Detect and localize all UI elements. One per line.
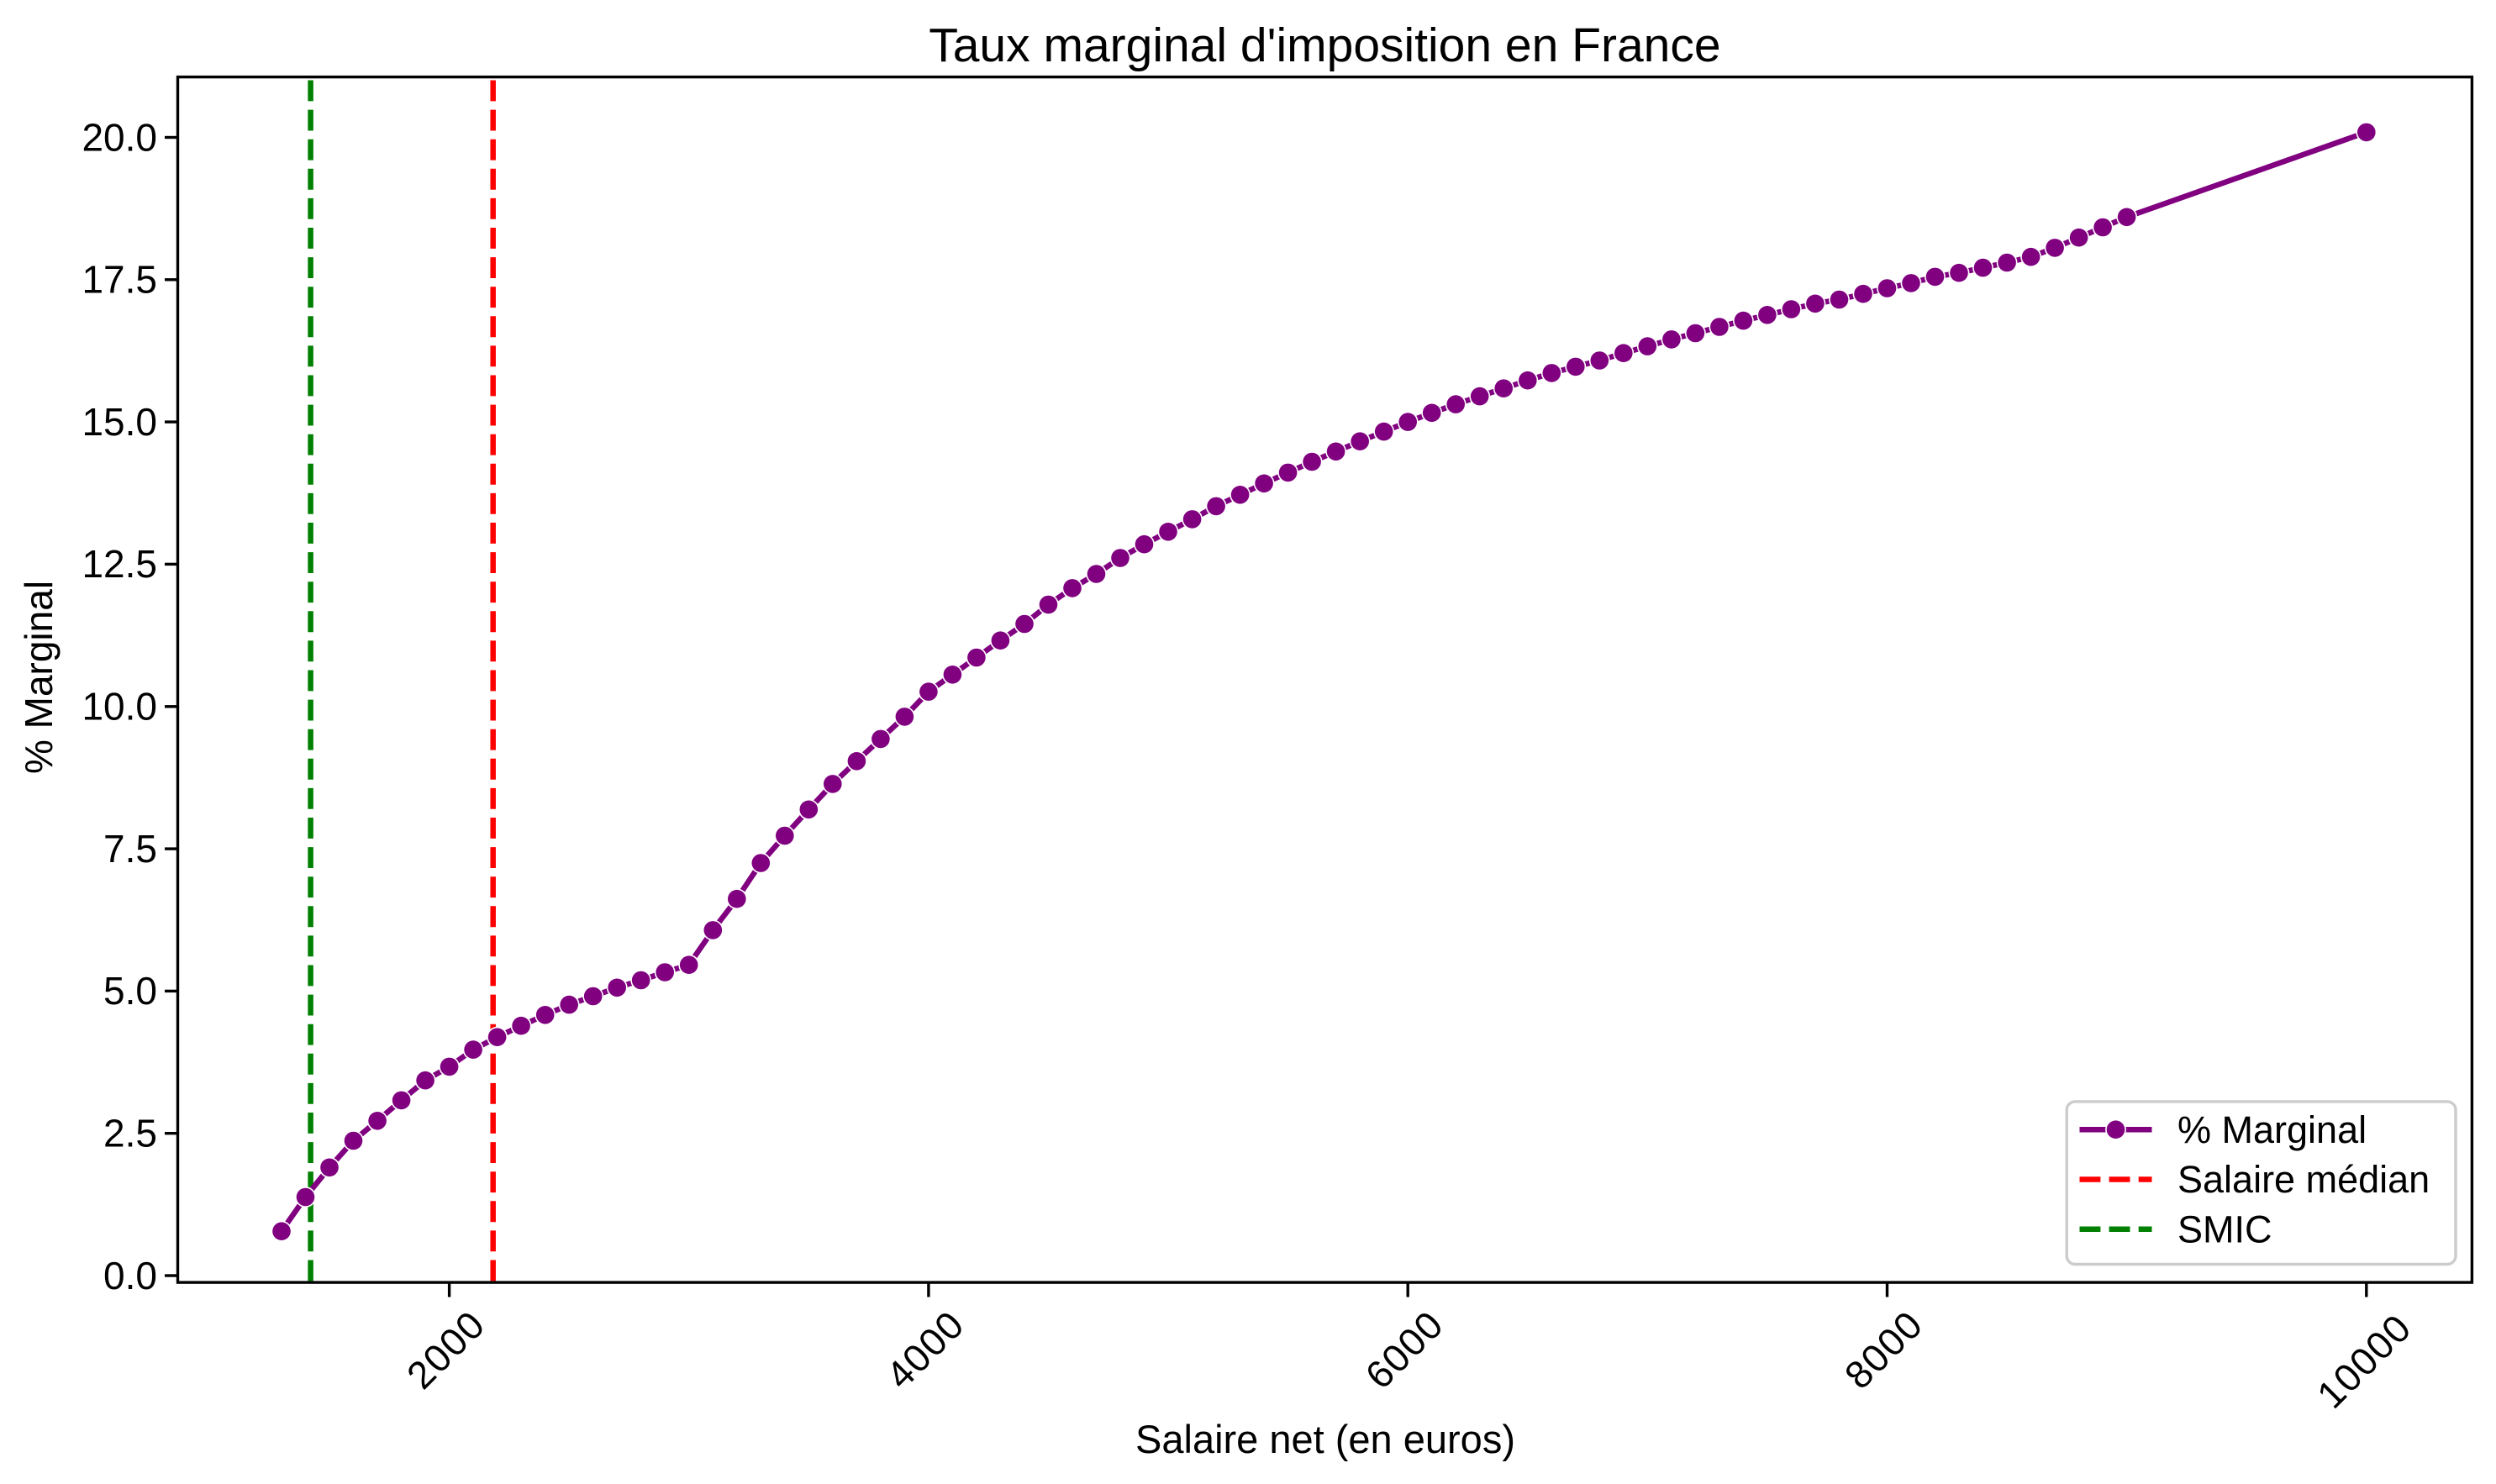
svg-text:17.5: 17.5 <box>82 258 157 302</box>
svg-text:Salaire médian: Salaire médian <box>2177 1158 2430 1201</box>
svg-text:12.5: 12.5 <box>82 542 157 586</box>
svg-text:10.0: 10.0 <box>82 685 157 729</box>
svg-text:Salaire net (en euros): Salaire net (en euros) <box>1135 1417 1515 1461</box>
svg-text:15.0: 15.0 <box>82 400 157 444</box>
svg-text:7.5: 7.5 <box>103 827 157 871</box>
svg-text:% Marginal: % Marginal <box>17 581 61 774</box>
svg-text:% Marginal: % Marginal <box>2177 1108 2367 1151</box>
svg-text:2.5: 2.5 <box>103 1112 157 1155</box>
svg-text:20.0: 20.0 <box>82 115 157 159</box>
svg-text:0.0: 0.0 <box>103 1254 157 1297</box>
svg-text:SMIC: SMIC <box>2177 1208 2272 1251</box>
svg-text:Taux marginal d'imposition en: Taux marginal d'imposition en France <box>929 18 1720 72</box>
svg-text:5.0: 5.0 <box>103 969 157 1013</box>
